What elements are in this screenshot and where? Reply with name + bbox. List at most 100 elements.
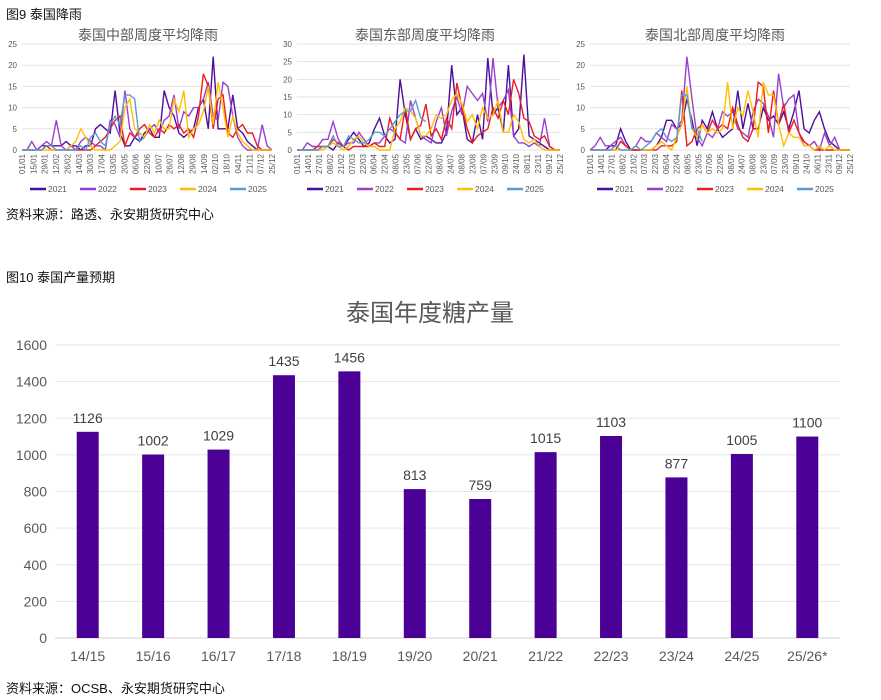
x-tick-label: 15/01 xyxy=(29,153,38,174)
x-tick-label: 22/06 xyxy=(425,153,434,174)
data-label: 1126 xyxy=(73,410,103,426)
x-tick-label: 08/07 xyxy=(727,153,736,174)
series-line-2025 xyxy=(297,98,427,151)
legend-label-2025: 2025 xyxy=(815,184,834,194)
legend-label-2024: 2024 xyxy=(475,184,494,194)
x-tick-label: 26/02 xyxy=(63,153,72,174)
x-tick-label: 18/10 xyxy=(223,153,232,174)
x-tick-label: 22/06 xyxy=(143,153,152,174)
x-tick-label: 14/01 xyxy=(597,153,606,174)
x-tick-label: 06/04 xyxy=(662,153,671,174)
y-tick-label: 800 xyxy=(24,484,48,500)
data-label: 1456 xyxy=(334,349,365,365)
x-tick-label: 24/10 xyxy=(803,153,812,174)
x-tick-label: 29/01 xyxy=(41,153,50,174)
x-tick-label: 08/07 xyxy=(435,153,444,174)
series-line-2023 xyxy=(590,80,850,151)
x-tick-label: 17/18 xyxy=(266,648,301,664)
bar-24/25 xyxy=(730,453,753,638)
x-tick-label: 07/09 xyxy=(479,153,488,174)
y-tick-label: 1600 xyxy=(16,337,47,353)
x-tick-label: 24/25 xyxy=(724,648,759,664)
chart-title: 泰国中部周度平均降雨 xyxy=(78,27,218,43)
data-label: 1100 xyxy=(792,415,822,431)
series-line-2022 xyxy=(589,56,850,152)
x-tick-label: 08/05 xyxy=(684,153,693,174)
legend-label-2022: 2022 xyxy=(98,184,117,194)
bar-14/15 xyxy=(76,431,99,638)
y-tick-label: 20 xyxy=(283,75,292,84)
x-tick-label: 24/10 xyxy=(512,153,521,174)
series-line-2022 xyxy=(22,80,273,152)
chart-title: 泰国年度糖产量 xyxy=(346,300,514,327)
x-tick-label: 09/12 xyxy=(545,153,554,174)
series-line-2024 xyxy=(297,92,560,151)
y-tick-label: 10 xyxy=(576,104,585,113)
legend-label-2022: 2022 xyxy=(375,184,394,194)
x-tick-label: 07/03 xyxy=(348,153,357,174)
bar-23/24 xyxy=(665,477,688,638)
data-label: 1005 xyxy=(726,432,757,448)
data-label: 1002 xyxy=(138,433,169,449)
data-label: 1029 xyxy=(203,428,234,444)
x-tick-label: 23/09 xyxy=(490,153,499,174)
bar-25/26* xyxy=(796,436,819,638)
x-tick-label: 22/23 xyxy=(594,648,629,664)
x-tick-label: 07/03 xyxy=(640,153,649,174)
y-tick-label: 25 xyxy=(576,40,585,49)
x-tick-label: 01/01 xyxy=(293,153,302,174)
x-tick-label: 12/08 xyxy=(177,153,186,174)
legend-label-2024: 2024 xyxy=(198,184,217,194)
y-tick-label: 400 xyxy=(24,557,48,573)
x-tick-label: 23/05 xyxy=(694,153,703,174)
fig10-caption: 图10 泰国产量预期 xyxy=(6,270,116,285)
x-tick-label: 14/15 xyxy=(70,648,105,664)
x-tick-label: 25/26* xyxy=(787,648,828,664)
x-tick-label: 17/04 xyxy=(98,153,107,174)
x-tick-label: 02/10 xyxy=(211,153,220,174)
x-tick-label: 29/08 xyxy=(188,153,197,174)
x-tick-label: 23/11 xyxy=(824,153,833,173)
y-tick-label: 15 xyxy=(283,93,292,102)
y-tick-label: 15 xyxy=(8,82,17,91)
y-tick-label: 5 xyxy=(13,125,18,134)
legend-label-2022: 2022 xyxy=(665,184,684,194)
x-tick-label: 08/02 xyxy=(326,153,335,174)
series-line-2023 xyxy=(297,79,560,151)
x-tick-label: 20/21 xyxy=(463,648,498,664)
x-tick-label: 14/01 xyxy=(304,153,313,174)
bar-19/20 xyxy=(403,489,426,638)
data-label: 759 xyxy=(469,477,493,493)
x-tick-label: 07/09 xyxy=(770,153,779,174)
y-tick-label: 30 xyxy=(283,40,292,49)
x-tick-label: 26/07 xyxy=(166,153,175,174)
data-label: 1435 xyxy=(268,353,299,369)
x-tick-label: 25/12 xyxy=(846,153,855,174)
y-tick-label: 0 xyxy=(288,146,293,155)
fig9-caption: 图9 泰国降雨 xyxy=(6,7,82,22)
y-tick-label: 1200 xyxy=(16,410,47,426)
y-tick-label: 10 xyxy=(8,104,17,113)
x-tick-label: 01/01 xyxy=(586,153,595,174)
y-tick-label: 5 xyxy=(288,128,293,137)
x-tick-label: 07/06 xyxy=(414,153,423,174)
x-tick-label: 06/06 xyxy=(132,153,141,174)
x-tick-label: 23/05 xyxy=(403,153,412,174)
x-tick-label: 25/12 xyxy=(268,153,277,174)
fig10-source: 资料来源：OCSB、永安期货研究中心 xyxy=(6,681,225,696)
x-tick-label: 06/04 xyxy=(370,153,379,174)
bar-18/19 xyxy=(338,371,361,638)
x-tick-label: 10/07 xyxy=(154,153,163,174)
x-tick-label: 30/03 xyxy=(86,153,95,174)
data-label: 877 xyxy=(665,455,689,471)
y-tick-label: 0 xyxy=(13,146,18,155)
x-tick-label: 14/09 xyxy=(200,153,209,174)
x-tick-label: 03/05 xyxy=(109,153,118,174)
y-tick-label: 25 xyxy=(283,58,292,67)
bar-16/17 xyxy=(207,449,230,638)
y-tick-label: 15 xyxy=(576,82,585,91)
x-tick-label: 08/02 xyxy=(619,153,628,174)
x-tick-label: 20/05 xyxy=(120,153,129,174)
y-tick-label: 5 xyxy=(581,125,586,134)
